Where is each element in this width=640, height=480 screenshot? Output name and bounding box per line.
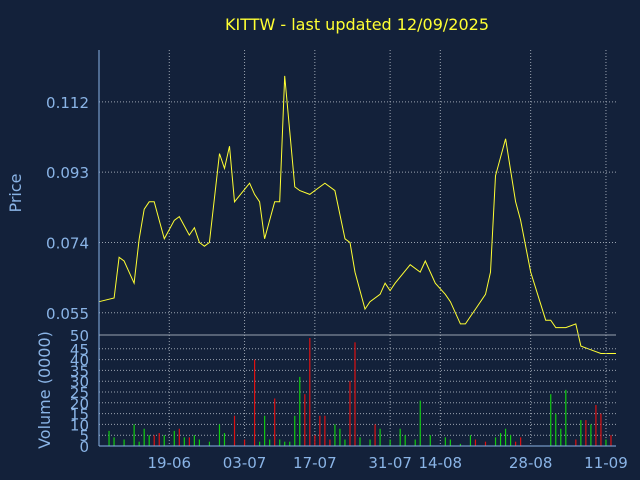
volume-y-tick-label: 35 (70, 362, 89, 380)
price-panel: 0.112 0.093 0.074 0.055 Price (6, 50, 616, 354)
volume-grid (99, 334, 616, 446)
price-axis-label: Price (6, 173, 25, 212)
x-tick-label: 03-07 (223, 454, 267, 472)
volume-y-tick-label: 30 (70, 373, 89, 391)
price-y-tick-label: 0.112 (46, 94, 89, 112)
volume-y-tick-label: 45 (70, 341, 89, 359)
volume-y-tick-label: 15 (70, 406, 89, 424)
price-y-tick-label: 0.093 (46, 164, 89, 182)
x-tick-label: 14-08 (419, 454, 463, 472)
price-y-tick-label: 0.074 (46, 234, 89, 252)
x-tick-label: 11-09 (584, 454, 628, 472)
price-y-tick-label: 0.055 (46, 305, 89, 323)
chart-title: KITTW - last updated 12/09/2025 (225, 15, 489, 34)
volume-y-tick-label: 25 (70, 384, 89, 402)
volume-y-tick-label: 0 (79, 438, 89, 456)
volume-y-tick-label: 20 (70, 395, 89, 413)
price-grid (99, 50, 616, 335)
volume-axis-label: Volume (0000) (35, 331, 54, 449)
price-line (98, 75, 616, 354)
price-y-ticks: 0.112 0.093 0.074 0.055 (46, 94, 89, 323)
volume-bars (108, 338, 612, 446)
x-tick-label: 17-07 (293, 454, 337, 472)
x-tick-label: 31-07 (368, 454, 412, 472)
x-axis-ticks: 19-06 03-07 17-07 31-07 14-08 28-08 11-09 (147, 454, 627, 472)
volume-y-tick-label: 10 (70, 416, 89, 434)
volume-y-tick-label: 40 (70, 352, 89, 370)
volume-y-tick-label: 5 (79, 427, 89, 445)
volume-y-top-label: 50 (70, 327, 89, 345)
x-tick-label: 19-06 (147, 454, 191, 472)
x-tick-label: 28-08 (509, 454, 553, 472)
